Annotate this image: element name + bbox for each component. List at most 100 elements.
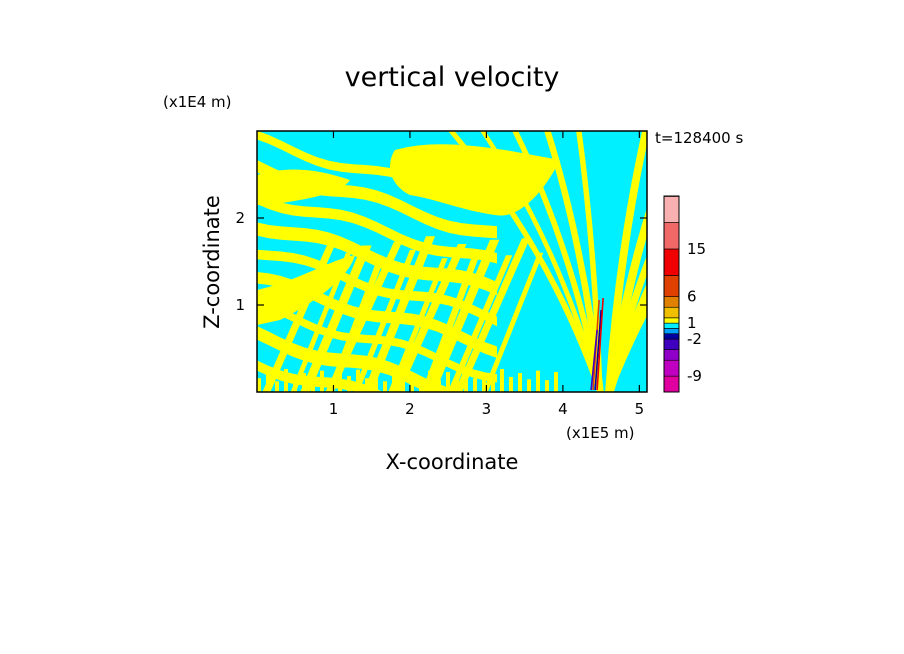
updraft-cell	[437, 380, 441, 392]
updraft-cell	[482, 373, 486, 392]
updraft-region	[390, 144, 560, 216]
updraft-cell	[500, 368, 504, 392]
updraft-cell	[347, 376, 351, 392]
x-tick-label: 4	[558, 400, 568, 418]
updraft-arc	[576, 131, 603, 392]
updraft-cell	[374, 373, 378, 392]
plot-area	[256, 130, 648, 393]
colorbar-segment	[663, 338, 680, 350]
updraft-cell	[518, 373, 522, 392]
colorbar-segment	[663, 359, 680, 377]
updraft-streak	[325, 241, 403, 392]
updraft-cell	[302, 373, 306, 392]
updraft-band	[257, 159, 497, 239]
updraft-cell	[419, 379, 423, 392]
chart-title: vertical velocity	[345, 62, 560, 93]
y-scale-label: (x1E4 m)	[163, 93, 232, 111]
updraft-cell	[554, 372, 558, 392]
updraft-band	[257, 360, 384, 392]
updraft-arc	[605, 283, 647, 392]
updraft-cell	[509, 376, 513, 392]
updraft-arc	[448, 131, 604, 392]
updraft-cell	[266, 373, 270, 392]
x-axis: 1 2 3 4 5	[329, 131, 644, 418]
x-tick-label: 5	[635, 400, 645, 418]
updraft-arc	[605, 207, 647, 392]
y-axis: 12	[235, 209, 647, 314]
colorbar-segment	[663, 322, 680, 329]
updraft-cell	[428, 370, 432, 392]
updraft-cell	[464, 369, 468, 392]
updraft-cell	[320, 370, 324, 392]
updraft-arc	[544, 131, 604, 392]
colorbar: -9 -21 6 15	[663, 195, 706, 393]
updraft-streak	[391, 244, 467, 392]
colorbar-segment	[663, 248, 680, 276]
convective-core	[590, 329, 598, 391]
plot-frame	[256, 130, 648, 393]
colorbar-segment	[663, 306, 680, 319]
convective-core	[596, 297, 604, 391]
colorbar-tick-label: -2	[687, 330, 702, 348]
updraft-streak	[352, 249, 416, 392]
colorbar-segment	[663, 333, 680, 340]
x-tick-label: 2	[405, 400, 415, 418]
colorbar-segment	[663, 375, 680, 393]
updraft-streak	[262, 238, 338, 392]
updraft-streak	[482, 252, 544, 392]
updraft-streak	[388, 258, 448, 392]
updraft-cell	[455, 376, 459, 392]
colorbar-segment	[663, 296, 680, 308]
updraft-cell	[473, 378, 477, 392]
updraft-cell	[257, 378, 261, 392]
updraft-cell	[536, 370, 540, 392]
updraft-streak	[454, 238, 530, 392]
colorbar-frame	[663, 195, 680, 393]
updraft-streak	[300, 245, 372, 392]
updraft-streak	[290, 252, 352, 392]
colorbar-tick-label: 6	[687, 288, 697, 306]
convective-core	[594, 309, 602, 391]
updraft-cell	[365, 378, 369, 392]
y-tick-label: 2	[235, 209, 245, 227]
updraft-arc	[605, 131, 647, 392]
updraft-band	[257, 326, 468, 392]
velocity-field	[257, 131, 647, 392]
updraft-cell	[527, 379, 531, 392]
updraft-cell	[293, 376, 297, 392]
updraft-cell	[338, 372, 342, 392]
colorbar-segment	[663, 195, 680, 223]
colorbar-segment	[663, 275, 680, 297]
colorbar-segment	[663, 349, 680, 361]
colorbar-segment	[663, 328, 680, 335]
updraft-band	[257, 193, 497, 264]
updraft-cell	[392, 368, 396, 392]
y-tick-label: 1	[235, 296, 245, 314]
x-tick-label: 1	[329, 400, 339, 418]
updraft-streak	[447, 255, 513, 392]
updraft-cell	[284, 368, 288, 392]
colorbar-tick-label: 1	[687, 314, 697, 332]
updraft-cell	[545, 380, 549, 392]
updraft-cell	[410, 373, 414, 392]
updraft-cell	[329, 380, 333, 392]
updraft-region	[257, 255, 355, 325]
x-axis-label: X-coordinate	[386, 450, 519, 474]
updraft-region	[257, 169, 350, 205]
updraft-cell	[446, 372, 450, 392]
updraft-streak	[363, 236, 436, 392]
colorbar-segment	[663, 317, 680, 324]
updraft-cell	[275, 381, 279, 392]
y-axis-label: Z-coordinate	[200, 195, 224, 329]
colorbar-tick-label: 15	[687, 240, 706, 258]
updraft-arc	[605, 301, 647, 392]
updraft-arc	[605, 255, 647, 392]
updraft-cell	[383, 381, 387, 392]
updraft-streak	[425, 239, 500, 392]
updraft-cell	[356, 369, 360, 392]
updraft-cell	[491, 381, 495, 392]
colorbar-tick-label: -9	[687, 367, 702, 385]
updraft-streak	[421, 251, 482, 392]
updraft-cell	[401, 376, 405, 392]
